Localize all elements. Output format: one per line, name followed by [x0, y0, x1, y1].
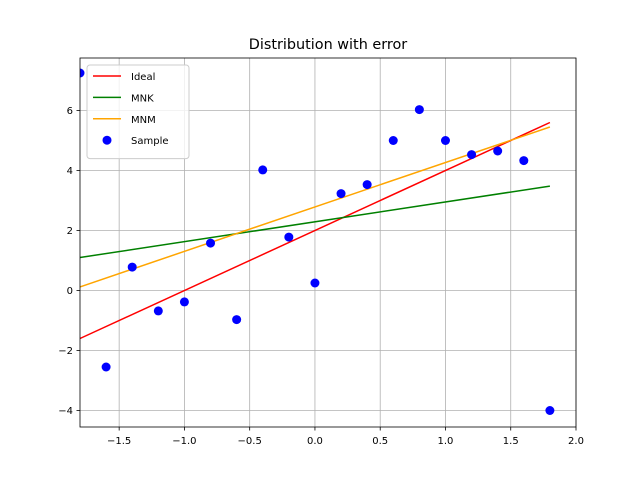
data-point — [362, 180, 372, 190]
legend-swatch-sample — [102, 135, 112, 145]
y-tick-label: −2 — [58, 346, 73, 357]
legend-label-sample: Sample — [131, 136, 169, 147]
data-point — [519, 156, 529, 166]
legend: Ideal MNK MNM Sample — [86, 64, 190, 160]
x-tick-label: 1.0 — [438, 436, 454, 447]
y-tick-label: 2 — [67, 226, 73, 237]
data-point — [153, 306, 163, 316]
data-point — [127, 262, 137, 272]
legend-label-ideal: Ideal — [131, 72, 155, 83]
x-tick-label: 0.0 — [307, 436, 323, 447]
y-tick-label: 6 — [67, 106, 73, 117]
x-tick-label: 2.0 — [568, 436, 584, 447]
series-points-sample — [80, 68, 555, 415]
x-tick-label: 1.5 — [503, 436, 519, 447]
y-tick-label: −4 — [58, 406, 73, 417]
data-point — [232, 315, 242, 325]
data-point — [284, 232, 294, 242]
series-layer — [79, 68, 555, 415]
data-point — [414, 105, 424, 115]
data-point — [336, 189, 346, 199]
data-point — [179, 297, 189, 307]
data-point — [101, 362, 111, 372]
data-point — [80, 68, 85, 78]
data-point — [388, 136, 398, 145]
legend-label-mnm: MNM — [131, 115, 156, 126]
data-point — [545, 406, 555, 415]
series-line-mnk — [79, 185, 551, 259]
data-point — [310, 278, 320, 288]
legend-box — [86, 64, 190, 160]
x-tick-label: −1.5 — [107, 436, 131, 447]
ticks: −1.5 −1.0 −0.5 0.0 0.5 1.0 1.5 2.0 −4 −2 0 2 4 6 — [58, 106, 584, 447]
chart-title: Distribution with error — [249, 37, 408, 53]
plot-frame — [79, 57, 577, 428]
data-point — [258, 165, 268, 175]
data-point — [440, 136, 450, 145]
data-point — [206, 238, 216, 248]
data-point — [493, 146, 503, 156]
x-tick-label: −0.5 — [238, 436, 262, 447]
data-point — [467, 150, 477, 160]
y-tick-label: 0 — [67, 286, 73, 297]
y-tick-label: 4 — [67, 166, 73, 177]
x-tick-label: −1.0 — [172, 436, 196, 447]
legend-label-mnk: MNK — [131, 93, 154, 104]
x-tick-label: 0.5 — [372, 436, 388, 447]
